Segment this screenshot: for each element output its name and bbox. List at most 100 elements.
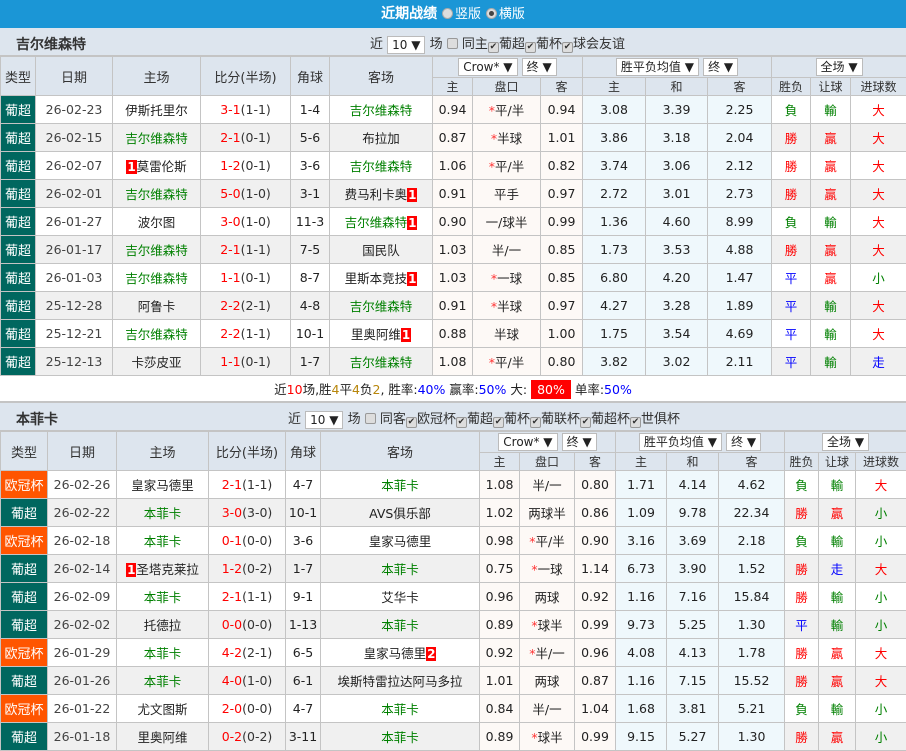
away-team-name[interactable]: 吉尔维森特 xyxy=(345,215,408,230)
score-cell[interactable]: 4-2(2-1) xyxy=(209,639,286,667)
match-row[interactable]: 葡超 26-01-03 吉尔维森特 1-1(0-1) 8-7 里斯本竞技1 1.… xyxy=(1,264,906,292)
score-cell[interactable]: 3-0(1-0) xyxy=(201,208,291,236)
match-row[interactable]: 欧冠杯 26-01-29 本菲卡 4-2(2-1) 6-5 皇家马德里2 0.9… xyxy=(1,639,906,667)
match-row[interactable]: 葡超 26-02-14 1圣塔克莱拉 1-2(0-2) 1-7 本菲卡 0.75… xyxy=(1,555,906,583)
match-row[interactable]: 葡超 26-02-23 伊斯托里尔 3-1(1-1) 1-4 吉尔维森特 0.9… xyxy=(1,96,906,124)
score-cell[interactable]: 1-2(0-2) xyxy=(209,555,286,583)
same-venue-label[interactable]: 同客 xyxy=(380,412,406,427)
match-row[interactable]: 葡超 26-02-01 吉尔维森特 5-0(1-0) 3-1 费马利卡奥1 0.… xyxy=(1,180,906,208)
score-cell[interactable]: 2-0(0-0) xyxy=(209,695,286,723)
match-row[interactable]: 葡超 25-12-28 阿鲁卡 2-2(2-1) 4-8 吉尔维森特 0.91 … xyxy=(1,292,906,320)
league-checkbox[interactable]: ✔ xyxy=(562,42,573,53)
match-row[interactable]: 葡超 25-12-21 吉尔维森特 2-2(1-1) 10-1 里奥阿维1 0.… xyxy=(1,320,906,348)
league-checkbox[interactable]: ✔ xyxy=(493,417,504,428)
home-team-name[interactable]: 伊斯托里尔 xyxy=(125,103,188,118)
home-team-name[interactable]: 里奥阿维 xyxy=(137,730,187,745)
score-cell[interactable]: 0-1(0-0) xyxy=(209,527,286,555)
home-team-name[interactable]: 吉尔维森特 xyxy=(125,271,188,286)
league-checkbox[interactable]: ✔ xyxy=(630,417,641,428)
away-team-name[interactable]: 本菲卡 xyxy=(381,478,419,493)
score-cell[interactable]: 2-2(2-1) xyxy=(201,292,291,320)
score-cell[interactable]: 1-2(0-1) xyxy=(201,152,291,180)
home-team-name[interactable]: 尤文图斯 xyxy=(137,702,187,717)
league-label[interactable]: 球会友谊 xyxy=(573,37,625,52)
match-count-select[interactable]: 10 ▼ xyxy=(305,411,343,429)
home-team-name[interactable]: 阿鲁卡 xyxy=(138,299,176,314)
away-team-name[interactable]: 吉尔维森特 xyxy=(350,103,413,118)
score-cell[interactable]: 2-2(1-1) xyxy=(201,320,291,348)
home-team-name[interactable]: 本菲卡 xyxy=(144,646,182,661)
league-checkbox[interactable]: ✔ xyxy=(488,42,499,53)
away-team-name[interactable]: AVS俱乐部 xyxy=(369,506,431,521)
match-row[interactable]: 葡超 26-02-07 1莫雷伦斯 1-2(0-1) 3-6 吉尔维森特 1.0… xyxy=(1,152,906,180)
score-cell[interactable]: 3-1(1-1) xyxy=(201,96,291,124)
company-select[interactable]: Crow* ▼ xyxy=(498,433,557,451)
away-team-name[interactable]: 吉尔维森特 xyxy=(350,159,413,174)
match-row[interactable]: 欧冠杯 26-02-26 皇家马德里 2-1(1-1) 4-7 本菲卡 1.08… xyxy=(1,471,906,499)
match-row[interactable]: 葡超 26-01-17 吉尔维森特 2-1(1-1) 7-5 国民队 1.03 … xyxy=(1,236,906,264)
match-count-select[interactable]: 10 ▼ xyxy=(387,36,425,54)
home-team-name[interactable]: 吉尔维森特 xyxy=(125,243,188,258)
stage2-select[interactable]: 终 ▼ xyxy=(703,58,738,76)
stage2-select[interactable]: 终 ▼ xyxy=(726,433,761,451)
league-checkbox[interactable]: ✔ xyxy=(456,417,467,428)
radio-vertical[interactable] xyxy=(442,8,453,19)
away-team-name[interactable]: 本菲卡 xyxy=(381,730,419,745)
home-team-name[interactable]: 托德拉 xyxy=(144,618,182,633)
score-cell[interactable]: 2-1(0-1) xyxy=(201,124,291,152)
away-team-name[interactable]: 吉尔维森特 xyxy=(350,299,413,314)
home-team-name[interactable]: 本菲卡 xyxy=(144,534,182,549)
score-cell[interactable]: 2-1(1-1) xyxy=(209,583,286,611)
avg-select[interactable]: 胜平负均值 ▼ xyxy=(616,58,699,76)
away-team-name[interactable]: 国民队 xyxy=(362,243,400,258)
radio-vertical-label[interactable]: 竖版 xyxy=(455,7,481,22)
home-team-name[interactable]: 吉尔维森特 xyxy=(125,131,188,146)
league-label[interactable]: 世俱杯 xyxy=(641,412,680,427)
match-row[interactable]: 葡超 26-02-09 本菲卡 2-1(1-1) 9-1 艾华卡 0.96 两球… xyxy=(1,583,906,611)
same-venue-checkbox[interactable] xyxy=(365,413,376,424)
away-team-name[interactable]: 里斯本竞技 xyxy=(345,271,408,286)
league-label[interactable]: 欧冠杯 xyxy=(417,412,456,427)
score-cell[interactable]: 0-2(0-2) xyxy=(209,723,286,751)
match-row[interactable]: 葡超 26-02-15 吉尔维森特 2-1(0-1) 5-6 布拉加 0.87 … xyxy=(1,124,906,152)
match-row[interactable]: 欧冠杯 26-02-18 本菲卡 0-1(0-0) 3-6 皇家马德里 0.98… xyxy=(1,527,906,555)
score-cell[interactable]: 3-0(3-0) xyxy=(209,499,286,527)
home-team-name[interactable]: 本菲卡 xyxy=(144,674,182,689)
period-select[interactable]: 全场 ▼ xyxy=(816,58,863,76)
score-cell[interactable]: 4-0(1-0) xyxy=(209,667,286,695)
radio-horizontal-label[interactable]: 横版 xyxy=(499,7,525,22)
home-team-name[interactable]: 皇家马德里 xyxy=(131,478,194,493)
score-cell[interactable]: 1-1(0-1) xyxy=(201,348,291,376)
home-team-name[interactable]: 本菲卡 xyxy=(144,590,182,605)
league-label[interactable]: 葡杯 xyxy=(536,37,562,52)
radio-horizontal[interactable] xyxy=(486,8,497,19)
league-checkbox[interactable]: ✔ xyxy=(525,42,536,53)
score-cell[interactable]: 5-0(1-0) xyxy=(201,180,291,208)
match-row[interactable]: 葡超 26-01-26 本菲卡 4-0(1-0) 6-1 埃斯特雷拉达阿马多拉 … xyxy=(1,667,906,695)
away-team-name[interactable]: 布拉加 xyxy=(362,131,400,146)
avg-select[interactable]: 胜平负均值 ▼ xyxy=(639,433,722,451)
stage-select[interactable]: 终 ▼ xyxy=(562,433,597,451)
home-team-name[interactable]: 卡莎皮亚 xyxy=(131,355,181,370)
match-row[interactable]: 葡超 26-01-18 里奥阿维 0-2(0-2) 3-11 本菲卡 0.89 … xyxy=(1,723,906,751)
away-team-name[interactable]: 埃斯特雷拉达阿马多拉 xyxy=(337,674,462,689)
home-team-name[interactable]: 吉尔维森特 xyxy=(125,187,188,202)
match-row[interactable]: 欧冠杯 26-01-22 尤文图斯 2-0(0-0) 4-7 本菲卡 0.84 … xyxy=(1,695,906,723)
stage-select[interactable]: 终 ▼ xyxy=(522,58,557,76)
home-team-name[interactable]: 吉尔维森特 xyxy=(125,327,188,342)
period-select[interactable]: 全场 ▼ xyxy=(822,433,869,451)
score-cell[interactable]: 0-0(0-0) xyxy=(209,611,286,639)
away-team-name[interactable]: 费马利卡奥 xyxy=(345,187,408,202)
away-team-name[interactable]: 皇家马德里 xyxy=(364,646,427,661)
away-team-name[interactable]: 本菲卡 xyxy=(381,702,419,717)
score-cell[interactable]: 2-1(1-1) xyxy=(201,236,291,264)
away-team-name[interactable]: 皇家马德里 xyxy=(369,534,432,549)
away-team-name[interactable]: 本菲卡 xyxy=(381,618,419,633)
away-team-name[interactable]: 艾华卡 xyxy=(381,590,419,605)
home-team-name[interactable]: 莫雷伦斯 xyxy=(137,159,187,174)
match-row[interactable]: 葡超 26-01-27 波尔图 3-0(1-0) 11-3 吉尔维森特1 0.9… xyxy=(1,208,906,236)
league-checkbox[interactable]: ✔ xyxy=(406,417,417,428)
same-venue-checkbox[interactable] xyxy=(447,38,458,49)
home-team-name[interactable]: 本菲卡 xyxy=(144,506,182,521)
score-cell[interactable]: 2-1(1-1) xyxy=(209,471,286,499)
